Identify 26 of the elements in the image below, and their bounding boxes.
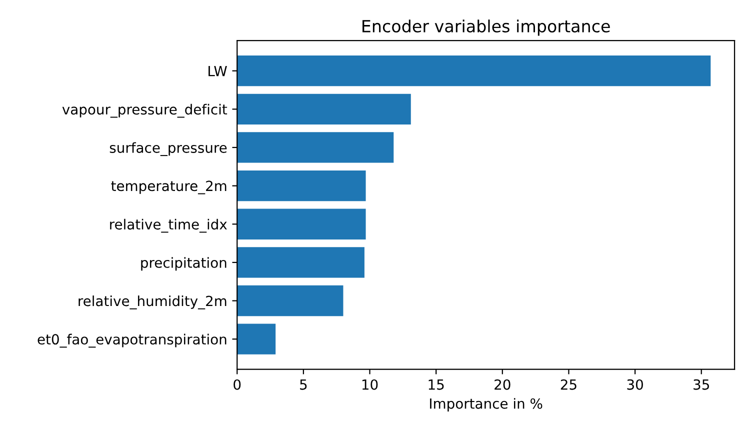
y-tick-label: temperature_2m [111, 180, 226, 194]
bar [237, 170, 366, 202]
y-tick-label: vapour_pressure_deficit [62, 104, 228, 118]
y-tick-label: LW [208, 66, 227, 76]
bar [237, 208, 366, 240]
x-tick-label: 5 [300, 380, 307, 390]
chart-title: Encoder variables importance [362, 20, 610, 36]
bar [237, 324, 276, 354]
bar [237, 132, 394, 163]
bar [237, 285, 344, 316]
y-tick-label: surface_pressure [110, 142, 227, 156]
x-axis-title: Importance in % [430, 398, 542, 412]
y-tick-label: et0_fao_evapotranspiration [38, 334, 226, 348]
y-tick-label: relative_humidity_2m [78, 295, 226, 310]
x-tick-label: 25 [560, 379, 576, 390]
bar [237, 247, 364, 278]
x-tick-label: 15 [428, 380, 444, 390]
y-tick-label: relative_time_idx [110, 218, 227, 233]
y-tick-label: precipitation [141, 257, 226, 271]
x-tick-label: 30 [627, 379, 643, 390]
x-tick-label: 35 [694, 379, 709, 390]
x-tick-label: 0 [234, 379, 241, 390]
x-tick-label: 10 [362, 379, 378, 390]
x-tick-label: 20 [494, 379, 510, 390]
bar [237, 56, 711, 86]
bar [237, 94, 411, 124]
